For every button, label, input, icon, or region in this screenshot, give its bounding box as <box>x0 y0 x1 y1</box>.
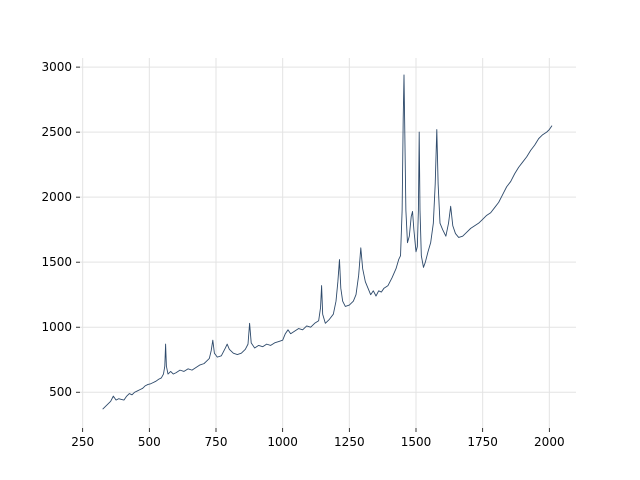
x-tick-label: 750 <box>205 435 228 449</box>
y-tick-label: 1000 <box>41 320 72 334</box>
y-tick-label: 3000 <box>41 60 72 74</box>
y-tick-label: 2500 <box>41 125 72 139</box>
x-tick-label: 2000 <box>534 435 565 449</box>
x-tick-label: 1250 <box>334 435 365 449</box>
x-tick-label: 500 <box>138 435 161 449</box>
x-tick-label: 250 <box>71 435 94 449</box>
y-tick-label: 2000 <box>41 190 72 204</box>
x-tick-label: 1000 <box>267 435 298 449</box>
y-tick-label: 500 <box>49 385 72 399</box>
x-tick-label: 1500 <box>401 435 432 449</box>
x-tick-label: 1750 <box>467 435 498 449</box>
y-tick-label: 1500 <box>41 255 72 269</box>
series-line <box>102 74 553 410</box>
